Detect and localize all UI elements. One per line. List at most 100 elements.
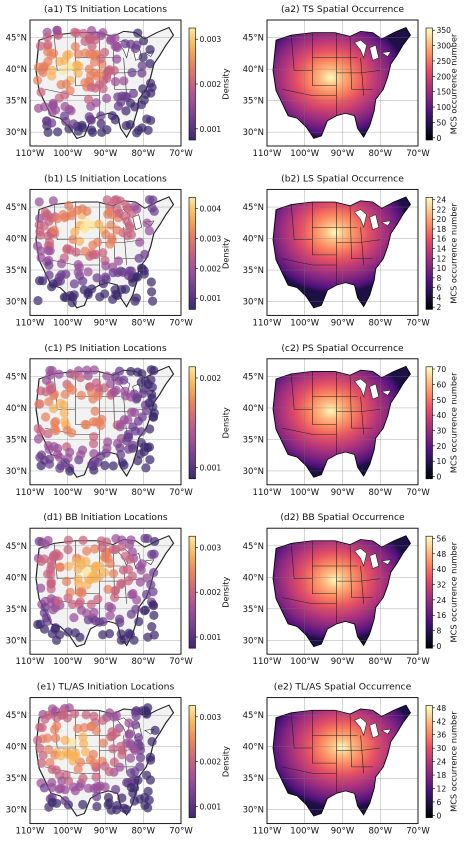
initiation-point <box>116 449 126 460</box>
lat-tick-label: 45°N <box>243 203 264 213</box>
initiation-point <box>67 599 78 609</box>
initiation-point <box>88 439 99 449</box>
initiation-point <box>148 195 158 205</box>
lon-tick-label: 110°W <box>16 827 45 837</box>
lon-tick-label: 100°W <box>53 488 82 498</box>
initiation-point <box>59 408 69 418</box>
map-content <box>267 697 418 824</box>
initiation-point <box>136 437 146 448</box>
lat-tick-label: 35°N <box>243 97 264 107</box>
initiation-point <box>33 619 43 630</box>
initiation-point <box>47 65 57 75</box>
initiation-point <box>112 290 122 301</box>
initiation-point <box>40 207 50 217</box>
initiation-point <box>38 750 48 760</box>
initiation-point <box>33 423 43 434</box>
initiation-point <box>114 366 125 376</box>
colorbar-tick-label: 8 <box>437 627 442 636</box>
initiation-point <box>70 41 80 52</box>
initiation-point <box>109 387 119 397</box>
initiation-point <box>111 585 121 595</box>
initiation-point <box>73 723 83 734</box>
colorbar-tick-label: 32 <box>437 581 447 590</box>
initiation-point <box>145 45 155 55</box>
map-frame <box>266 697 419 825</box>
state-border <box>311 540 337 594</box>
initiation-point <box>51 549 61 559</box>
colorbar-tick-label: 20 <box>437 442 447 451</box>
colorbar-tick-label: 0.001 <box>200 633 222 642</box>
lon-tick-label: 70°W <box>406 318 430 328</box>
colorbar-tick-label: 0.001 <box>200 125 222 134</box>
lat-tick-label: 40°N <box>6 573 27 583</box>
state-border <box>290 204 313 241</box>
initiation-point <box>90 615 100 626</box>
panel-1-right: (b2) LS Spatial Occurrence 110°W 100°W 90°W… <box>243 173 459 328</box>
initiation-point <box>124 730 134 740</box>
initiation-point <box>137 412 147 422</box>
lon-tick-label: 70°W <box>406 657 430 667</box>
initiation-point <box>125 223 135 233</box>
colorbar-tick-label: 16 <box>437 611 447 620</box>
initiation-point <box>86 25 97 36</box>
initiation-point <box>134 617 144 627</box>
lon-tick-label: 80°W <box>132 149 156 159</box>
initiation-point <box>126 782 136 793</box>
colorbar-tick-label: 300 <box>437 42 452 51</box>
colorbar-tick-label: 2 <box>437 303 442 312</box>
initiation-point <box>121 106 131 116</box>
map-content <box>30 697 181 824</box>
initiation-point <box>60 735 70 745</box>
initiation-point <box>133 775 143 785</box>
initiation-point <box>52 214 62 224</box>
initiation-point <box>102 371 112 381</box>
colorbar <box>425 535 433 649</box>
initiation-point <box>112 42 122 53</box>
initiation-point <box>102 73 112 84</box>
initiation-point <box>90 406 100 416</box>
panel-title: (c1) PS Initiation Locations <box>44 343 167 354</box>
initiation-point <box>98 738 108 748</box>
initiation-point <box>43 57 53 67</box>
lat-tick-label: 40°N <box>243 65 264 75</box>
initiation-point <box>35 722 45 732</box>
initiation-point <box>36 87 46 97</box>
state-border <box>336 408 381 412</box>
initiation-point <box>131 293 142 303</box>
lat-tick-label: 40°N <box>6 235 27 245</box>
initiation-point <box>62 50 72 60</box>
initiation-point <box>123 432 133 443</box>
lon-tick-label: 80°W <box>132 827 156 837</box>
initiation-point <box>91 378 102 388</box>
initiation-point <box>136 377 146 387</box>
initiation-point <box>44 397 54 407</box>
initiation-point <box>50 706 61 716</box>
initiation-point <box>142 218 152 228</box>
initiation-point <box>42 32 52 42</box>
state-border <box>290 712 313 749</box>
colorbar-tick-label: 14 <box>437 245 447 254</box>
initiation-point <box>107 235 117 246</box>
colorbar-tick-label: 0.002 <box>200 80 222 89</box>
initiation-point <box>93 391 103 401</box>
initiation-point <box>43 569 53 579</box>
colorbar <box>425 27 433 141</box>
initiation-point <box>60 389 70 399</box>
colorbar-tick-label: 0.003 <box>200 713 222 722</box>
initiation-point <box>104 629 115 639</box>
map-layer <box>272 27 411 139</box>
map-layer <box>272 196 411 309</box>
map-content <box>267 189 418 316</box>
lat-tick-label: 45°N <box>6 372 27 382</box>
state-border <box>349 713 373 768</box>
lon-tick-label: 80°W <box>369 318 393 328</box>
initiation-point <box>110 77 121 87</box>
initiation-point <box>60 416 70 427</box>
initiation-point <box>111 710 121 721</box>
panel-title: (e2) TL/AS Spatial Occurrence <box>274 682 412 693</box>
initiation-point <box>104 798 114 808</box>
lat-tick-label: 45°N <box>243 372 264 382</box>
colorbar <box>188 27 196 141</box>
lat-tick-label: 35°N <box>243 605 264 615</box>
initiation-point <box>54 272 64 283</box>
